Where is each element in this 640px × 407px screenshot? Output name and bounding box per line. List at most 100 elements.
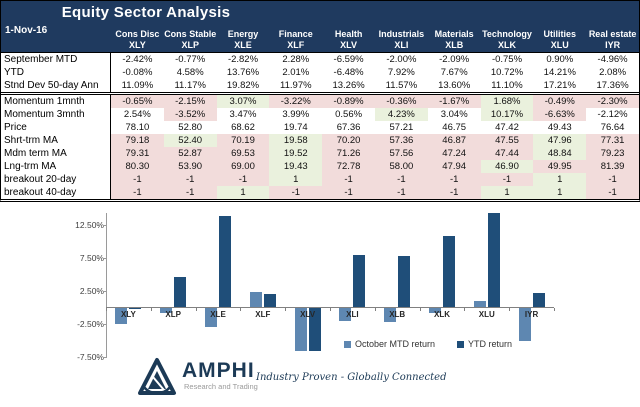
table-cell: 47.94 (427, 160, 481, 173)
y-axis-tick-label: -2.50% (77, 318, 104, 329)
table-cell: -6.48% (333, 67, 364, 78)
table-cell: 13.60% (438, 80, 471, 91)
table-cell: 19.82% (226, 80, 260, 91)
x-axis-tick (150, 308, 152, 311)
table-cell: -1 (374, 173, 428, 186)
x-axis-tick (330, 308, 331, 311)
column-header-xlf: Finance XLF (278, 29, 313, 50)
table-cell: 11.17% (174, 80, 206, 91)
table-cell: 48.84 (533, 147, 587, 160)
bar-xle-mtd (205, 308, 217, 327)
x-axis-tick (285, 308, 287, 311)
table-cell: -1 (163, 173, 217, 186)
table-cell: -1 (427, 173, 481, 186)
bar-iyr-ytd (532, 293, 545, 307)
y-axis-tick-label: 2.50% (79, 285, 104, 296)
bar-xlk-ytd (443, 236, 455, 307)
table-cell: -3.22% (269, 95, 323, 108)
table-cell: -1 (374, 186, 428, 199)
table-cell: -1 (322, 186, 375, 199)
table-cell: 46.87 (427, 134, 481, 147)
table-cell: 4.23% (374, 108, 428, 121)
x-axis-category-label: XLE (210, 310, 226, 319)
table-cell: -1 (216, 173, 270, 186)
table-cell: 46.90 (480, 160, 534, 173)
sector-returns-chart: October MTD return YTD return 12.50% 7.50%… (0, 200, 640, 407)
table-cell: 57.56 (374, 147, 428, 160)
bar-xle-ytd (219, 216, 231, 307)
table-row: breakout 20-day -1 -1 -1 1 -1 -1 -1 -1 1 -1 (1, 173, 639, 186)
table-cell: -1 (269, 186, 323, 199)
table-cell: 52.40 (163, 134, 217, 147)
x-axis-tick (509, 308, 511, 311)
table-cell: -0.75% (491, 54, 523, 65)
table-cell: -3.52% (163, 108, 217, 121)
legend-swatch-icon (344, 340, 351, 348)
table-row: Momentum 1mnth -0.65% -2.15% 3.07% -3.22% -0.… (1, 92, 639, 108)
row-label: breakout 20-day (1, 173, 111, 186)
table-cell: -0.08% (122, 67, 153, 78)
x-axis-category-label: XLK (434, 310, 450, 319)
table-cell: 3.04% (440, 109, 468, 120)
row-label: Lng-trm MA (1, 160, 111, 173)
table-cell: 52.80 (178, 122, 203, 133)
bar-xlf-mtd (249, 291, 262, 307)
row-label: Momentum 1mnth (1, 95, 111, 108)
y-axis-tick-label: 7.50% (79, 252, 104, 263)
table-cell: -1 (163, 186, 217, 199)
table-cell: 1 (533, 186, 587, 199)
bar-xlu-ytd (487, 213, 500, 307)
table-cell: 58.00 (374, 160, 428, 173)
table-row: Momentum 3mnth 2.54% -3.52% 3.47% 3.99% 0.56%… (1, 108, 639, 121)
table-row: YTD -0.08% 4.58% 13.76% 2.01% -6.48% 7.92% 7.67… (1, 66, 639, 79)
column-header-xle: Energy XLE (227, 29, 259, 50)
table-row: Mdm term MA 79.31 52.87 69.53 19.52 71.26 57.5… (1, 147, 639, 160)
table-cell: 52.87 (163, 147, 217, 160)
table-cell: 10.17% (480, 108, 534, 121)
table-cell: 80.30 (111, 160, 164, 173)
y-axis-tick-label: -7.50% (77, 351, 104, 362)
table-cell: 2.28% (282, 54, 310, 65)
bar-xlv-mtd (294, 308, 307, 352)
table-cell: 13.76% (226, 67, 260, 78)
x-axis-category-label: IYR (524, 310, 539, 319)
brand-tagline: Industry Proven - Globally Connected (256, 372, 447, 383)
table-row: Lng-trm MA 80.30 53.90 69.00 19.43 72.78 58.00… (1, 160, 639, 173)
table-cell: 17.36% (596, 80, 629, 91)
table-cell: 11.09% (121, 80, 154, 91)
table-cell: -1 (322, 173, 375, 186)
table-cell: -6.59% (333, 54, 364, 65)
table-cell: 47.44 (480, 147, 534, 160)
footer: AMPHI Research and Trading Industry Prov… (0, 356, 640, 407)
table-cell: 69.00 (216, 160, 270, 173)
bar-xlp-mtd (160, 308, 173, 314)
column-header-xly: Cons Disc XLY (115, 29, 160, 50)
table-cell: 77.31 (586, 134, 639, 147)
legend-item: October MTD return (344, 339, 435, 349)
table-cell: 81.39 (586, 160, 639, 173)
y-axis-tick (103, 224, 107, 226)
bar-xli-ytd (353, 254, 366, 307)
x-axis-category-label: XLB (389, 310, 406, 319)
brand-subtitle: Research and Trading (184, 382, 258, 391)
column-header-xlu: Utilities XLU (543, 29, 577, 50)
y-axis-tick (103, 356, 107, 358)
row-label: breakout 40-day (1, 186, 111, 199)
chart-legend: October MTD return YTD return (344, 339, 512, 349)
y-axis-tick (103, 290, 107, 292)
header-divider (1, 52, 639, 53)
table-cell: 79.18 (111, 134, 164, 147)
bar-xlu-mtd (473, 301, 486, 307)
table-cell: 47.24 (427, 147, 481, 160)
table-cell: 49.95 (533, 160, 587, 173)
table-cell: -1.67% (427, 95, 481, 108)
bar-xlb-mtd (384, 308, 397, 322)
column-headers: Cons Disc XLY Cons Stable XLP Energy XLE Finan… (111, 29, 639, 51)
row-label: Price (1, 121, 111, 134)
y-axis-line (106, 213, 107, 358)
legend-item: YTD return (457, 339, 512, 349)
table-cell: 1.68% (480, 95, 534, 108)
sector-table: Equity Sector Analysis 1-Nov-16 Cons Dis… (0, 0, 640, 202)
table-cell: -1 (427, 186, 481, 199)
table-cell: 47.55 (480, 134, 534, 147)
